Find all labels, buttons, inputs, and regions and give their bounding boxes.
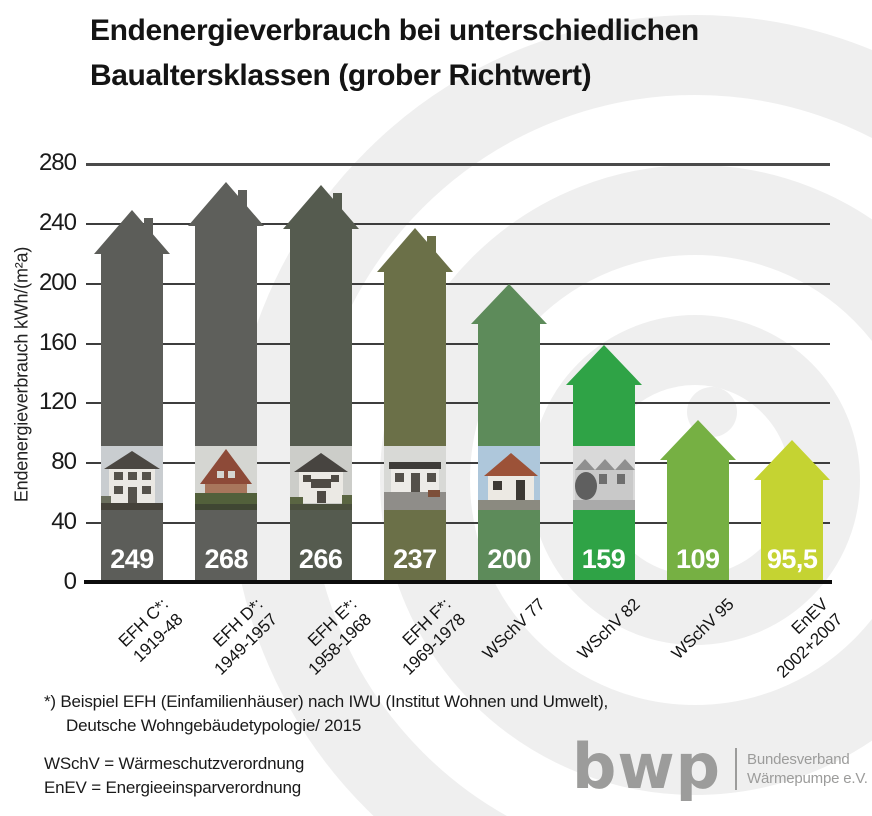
bwp-logo-mark: bwp [572,730,722,803]
gridline-160 [86,342,830,345]
bar-EFH E*: [282,184,359,583]
bar-value-label: 268 [204,544,249,574]
logo-org-line-1: Bundesverband [747,751,850,768]
gridline-120 [86,402,830,405]
bar-EFH F*: [376,228,453,583]
x-axis-line [84,580,832,584]
chart-title: Endenergieverbrauch bei unterschiedliche… [90,14,699,92]
gridline-200 [86,282,830,285]
footnote: *) Beispiel EFH (Einfamilienhäuser) nach… [44,690,608,738]
house-photo-3 [289,446,352,510]
bar-value-label: 95,5 [766,544,818,574]
bar-EFH C*: [94,210,170,583]
bar-value-label: 159 [581,544,626,574]
y-tick-label-200: 200 [38,268,77,296]
house-photo-5 [478,446,541,510]
y-tick-label-240: 240 [38,208,77,236]
y-tick-label-0: 0 [63,568,77,595]
house-photo-1 [101,446,163,510]
logo-divider [735,748,738,790]
y-tick-label-120: 120 [38,388,77,416]
house-photo-6 [572,446,635,510]
bwp-logo: bwp Bundesverband Wärmepumpe e.V. [572,736,868,798]
y-tick-label-40: 40 [51,508,77,536]
y-tick-label-280: 280 [38,149,77,176]
legend-line-wschv: WSchV = Wärmeschutzverordnung [44,754,305,773]
footnote-line-1: *) Beispiel EFH (Einfamilienhäuser) nach… [44,692,609,711]
house-photo-2 [195,446,258,510]
gridline-280 [86,163,830,166]
bar-value-label: 266 [298,544,343,574]
gridline-240 [86,222,830,225]
bar-WSchV 95 [659,419,736,583]
bar-WSchV 77 [471,283,548,583]
bar-EnEV [754,440,831,583]
gridline-40 [86,522,830,525]
bar-value-label: 237 [393,544,437,574]
x-axis-label-1: EFH C*: 1919-48 [114,594,187,666]
abbreviation-legend: WSchV = Wärmeschutzverordnung EnEV = Ene… [44,752,304,800]
legend-line-enev: EnEV = Energieeinsparverordnung [44,778,302,797]
bar-value-label: 200 [487,544,531,574]
footnote-line-2: Deutsche Wohngebäudetypologie/ 2015 [66,716,362,735]
y-tick-label-80: 80 [51,448,77,476]
bar-value-label: 109 [676,544,720,574]
gridline-80 [86,462,830,465]
logo-org-line-2: Wärmepumpe e.V. [747,770,868,787]
y-tick-label-160: 160 [38,328,77,356]
house-photo-4 [383,446,446,510]
logo-org-name: Bundesverband Wärmepumpe e.V. [747,736,868,788]
bar-value-label: 249 [110,544,154,574]
bar-EFH D*: [188,181,265,583]
